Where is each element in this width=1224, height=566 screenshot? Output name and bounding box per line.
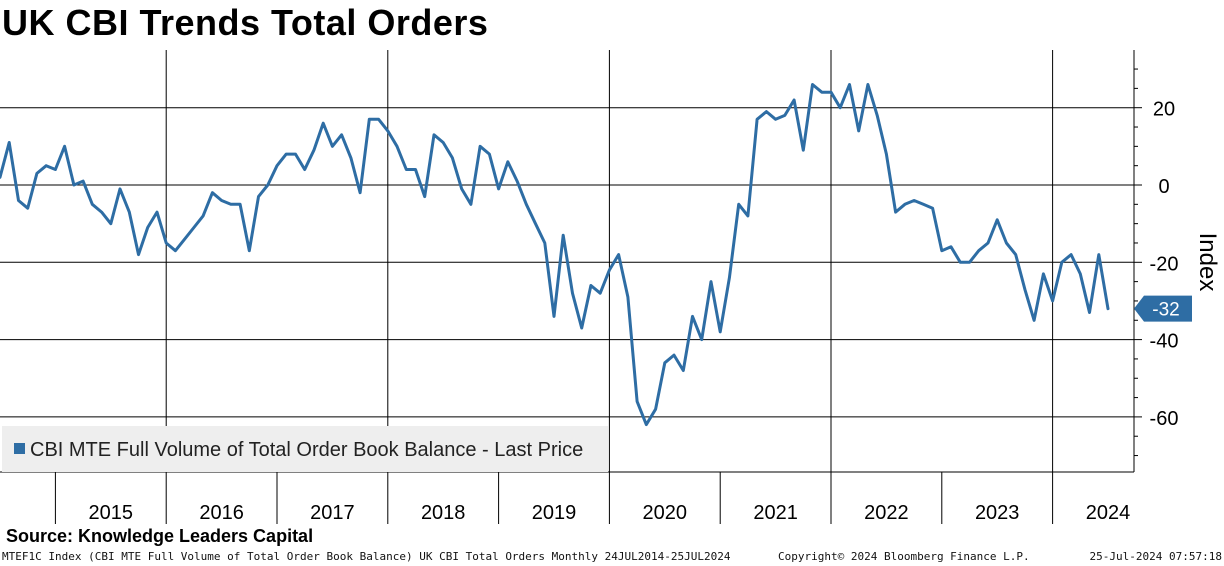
last-value-tag	[1134, 295, 1192, 322]
y-tick-label: 0	[1158, 176, 1169, 198]
y-tick-label: -60	[1150, 408, 1179, 430]
footer-series-info: MTEF1C Index (CBI MTE Full Volume of Tot…	[2, 550, 731, 563]
legend-box	[2, 426, 608, 472]
x-tick-label: 2023	[975, 502, 1020, 524]
y-tick-label: -40	[1150, 331, 1179, 353]
x-tick-label: 2022	[864, 502, 909, 524]
y-tick-label: 20	[1153, 99, 1175, 121]
x-tick-label: 2020	[643, 502, 688, 524]
series-layer: -32	[0, 83, 1192, 427]
x-tick-label: 2015	[89, 502, 134, 524]
series-line	[0, 83, 1110, 427]
footer-timestamp: 25-Jul-2024 07:57:18	[1089, 550, 1222, 563]
y-axis-title: Index	[1194, 233, 1221, 292]
x-tick-label: 2018	[421, 502, 466, 524]
source-note: Source: Knowledge Leaders Capital	[6, 526, 314, 546]
last-value-label: -32	[1152, 300, 1179, 321]
x-tick-label: 2024	[1086, 502, 1131, 524]
x-tick-label: 2016	[199, 502, 244, 524]
legend-label: CBI MTE Full Volume of Total Order Book …	[30, 439, 583, 461]
x-tick-label: 2019	[532, 502, 577, 524]
y-tick-label: -20	[1150, 253, 1179, 275]
chart-title: UK CBI Trends Total Orders	[2, 2, 489, 43]
footer-copyright: Copyright© 2024 Bloomberg Finance L.P.	[778, 550, 1030, 563]
axis-layer: -60 -40 -20 0 20 2015 2016 2017 2018 2019 2020 2021…	[0, 50, 1221, 524]
legend-layer: CBI MTE Full Volume of Total Order Book …	[2, 426, 608, 472]
x-tick-label: 2017	[310, 502, 355, 524]
x-tick-label: 2021	[753, 502, 798, 524]
legend-swatch	[14, 443, 25, 454]
